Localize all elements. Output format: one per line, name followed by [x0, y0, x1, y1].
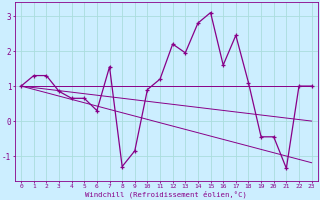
X-axis label: Windchill (Refroidissement éolien,°C): Windchill (Refroidissement éolien,°C) — [85, 190, 247, 198]
